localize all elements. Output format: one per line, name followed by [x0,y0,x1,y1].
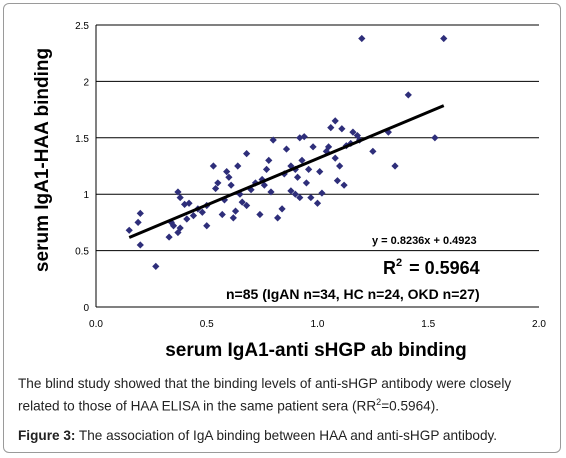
data-point [274,214,282,222]
data-point [223,168,231,176]
x-tick-label: 0.0 [89,319,103,330]
data-point [291,190,299,198]
y-tick-label: 2 [83,77,89,88]
data-point [203,222,211,230]
data-point [338,125,346,133]
x-tick-label: 0.5 [200,319,214,330]
gridlines [96,24,539,252]
x-tick-labels: 0.0 0.5 1.0 1.5 2.0 [89,319,546,330]
figure-label: Figure 3: [18,428,76,443]
x-axis-label: serum IgA1-anti sHGP ab binding [165,340,467,361]
data-point [262,165,271,173]
y-tick-labels: 0 0.5 1 1.5 2 2.5 [75,21,89,314]
data-point [300,133,308,141]
data-point [225,173,233,181]
data-point [349,128,357,136]
data-point [238,198,246,206]
data-point [260,181,268,189]
data-point [404,91,412,99]
figure-frame [3,3,561,453]
y-tick-label: 1.5 [75,134,89,145]
x-tick-label: 1.0 [311,319,325,330]
data-point [251,179,260,187]
data-point [369,147,377,155]
data-point [296,193,304,202]
data-point [440,34,448,43]
y-tick-label: 1 [83,190,89,201]
data-point [316,168,324,176]
figure-title: The association of IgA binding between H… [75,428,498,443]
data-point [336,162,344,170]
data-point [431,134,439,142]
y-tick-label: 0 [83,303,89,314]
data-point [327,124,335,132]
data-point [243,149,251,158]
data-point [282,145,291,153]
data-point [189,212,198,220]
caption-text: The blind study showed that the binding … [18,376,512,414]
data-point [152,262,160,270]
y-axis-label: serum IgA1-HAA binding [32,48,53,272]
data-point [136,209,144,217]
data-point [331,117,339,125]
data-point [302,179,311,187]
data-point [231,207,240,215]
data-point [176,224,184,232]
data-point [309,143,317,151]
data-point [322,147,330,155]
data-point [331,154,339,162]
data-point [176,193,184,202]
r2-label: R2 = 0.5964 [383,257,480,278]
data-point [267,188,275,196]
data-point [358,34,366,43]
data-point [269,136,277,144]
x-tick-label: 1.5 [421,319,435,330]
x-tick-label: 2.0 [532,319,546,330]
equation-label: y = 0.8236x + 0.4923 [372,235,477,247]
data-point [165,233,173,241]
data-point [218,210,226,219]
data-point [209,162,217,170]
scatter-chart: 0.0 0.5 1.0 1.5 2.0 0 0.5 1 1.5 2 2.5 y = 0.8236x… [32,21,546,361]
data-point [305,165,313,173]
data-point [340,181,348,189]
data-point [293,173,302,181]
data-point [296,134,304,142]
y-tick-label: 0.5 [75,247,89,258]
n-label: n=85 (IgAN n=34, HC n=24, OKD n=27) [226,286,480,302]
trendline [128,104,445,239]
data-point [256,210,264,219]
data-point [229,214,237,222]
data-point [136,241,144,249]
axes [95,25,539,308]
data-point [174,188,182,196]
data-point [125,226,133,234]
data-point [324,143,333,151]
data-point [278,205,286,213]
data-point [185,199,193,207]
data-point [265,156,273,164]
data-point [214,179,222,187]
data-point [212,184,220,193]
data-point [183,215,191,223]
data-point [169,222,178,230]
data-point [318,189,326,197]
data-point [307,193,315,202]
data-point [243,201,251,210]
data-point [227,181,235,189]
data-point [234,162,242,170]
data-point [391,162,399,170]
data-point [313,199,322,207]
data-point [333,177,342,185]
data-point [287,187,295,195]
y-tick-label: 2.5 [75,21,89,32]
data-point [198,208,206,216]
data-point [298,156,306,164]
data-point [134,218,142,226]
figure-caption: Figure 3: The association of IgA binding… [18,428,554,443]
